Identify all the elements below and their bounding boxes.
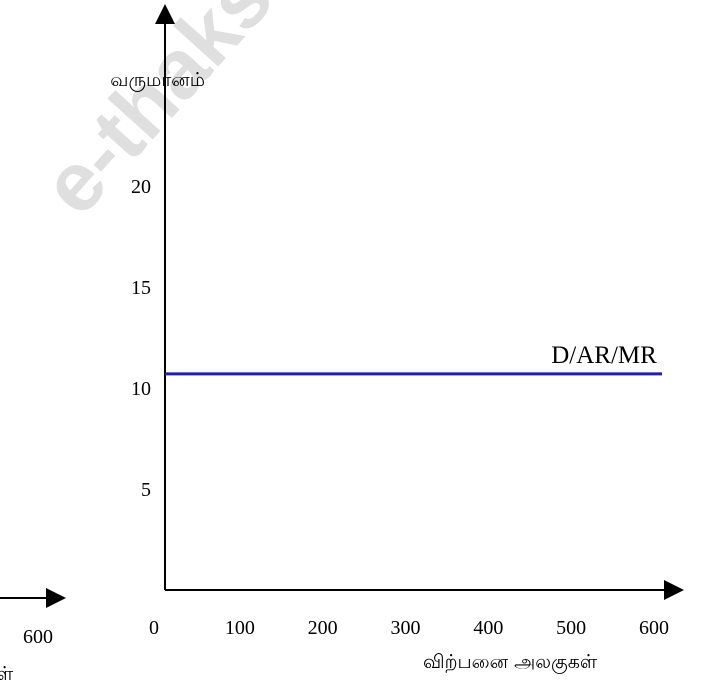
y-tick-label: 5 xyxy=(141,479,151,501)
x-axis-label: விற்பனை அலகுகள் xyxy=(423,651,598,674)
partial-left-chart: 600 ள் xyxy=(0,588,66,685)
partial-x-tick-600: 600 xyxy=(23,626,53,648)
x-tick-label: 100 xyxy=(225,617,255,639)
y-tick-label: 20 xyxy=(131,176,151,198)
x-tick-label: 400 xyxy=(473,617,503,639)
y-axis-label: வருமானம் xyxy=(110,69,205,92)
x-tick-labels: 0 100 200 300 400 500 600 xyxy=(149,617,669,639)
x-tick-label: 500 xyxy=(556,617,586,639)
partial-x-axis-label: ள் xyxy=(0,663,14,685)
watermark: e-thaks xyxy=(24,0,291,232)
x-tick-label: 200 xyxy=(308,617,338,639)
x-tick-label: 600 xyxy=(639,617,669,639)
series-label-dar-mr: D/AR/MR xyxy=(551,342,657,369)
y-tick-labels: 5 10 15 20 xyxy=(131,176,151,501)
y-tick-label: 15 xyxy=(131,277,151,299)
y-tick-label: 10 xyxy=(131,378,151,400)
x-tick-label: 300 xyxy=(391,617,421,639)
x-tick-label: 0 xyxy=(149,617,159,639)
series-layer: D/AR/MR xyxy=(165,342,662,376)
axes xyxy=(155,4,684,600)
watermark-text: e-thaks xyxy=(24,0,291,232)
